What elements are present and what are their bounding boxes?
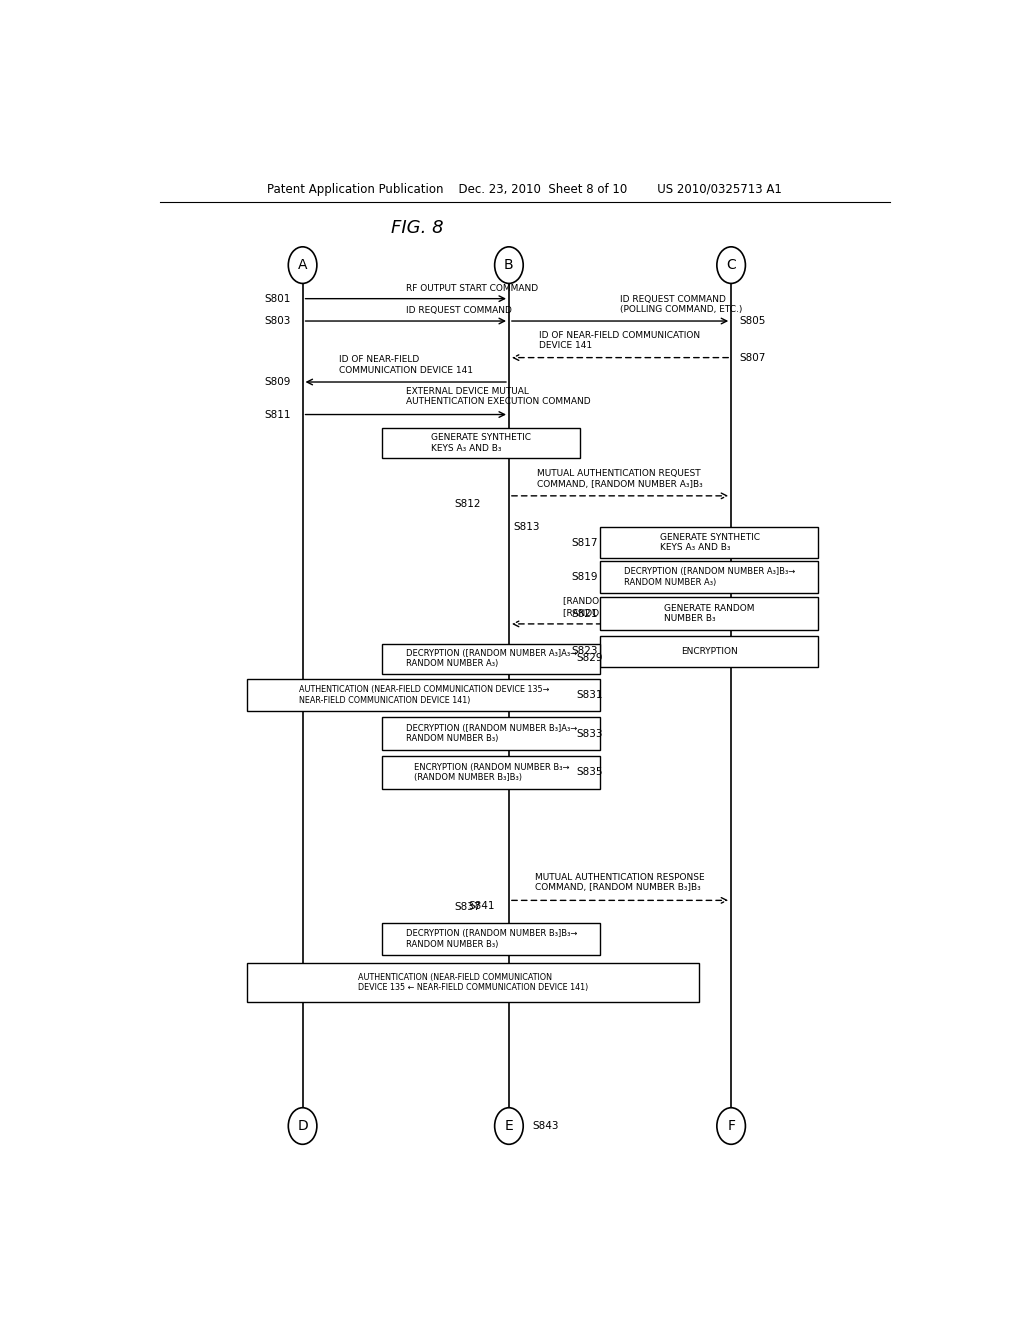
- Text: S809: S809: [264, 378, 291, 387]
- Bar: [600, 528, 818, 558]
- Text: GENERATE SYNTHETIC
KEYS A₃ AND B₃: GENERATE SYNTHETIC KEYS A₃ AND B₃: [431, 433, 531, 453]
- Text: S837: S837: [455, 903, 481, 912]
- Text: E: E: [505, 1119, 513, 1133]
- Circle shape: [717, 1107, 745, 1144]
- Text: MUTUAL AUTHENTICATION REQUEST
COMMAND, [RANDOM NUMBER A₃]B₃: MUTUAL AUTHENTICATION REQUEST COMMAND, […: [538, 470, 702, 488]
- Bar: [382, 923, 600, 956]
- Text: ID REQUEST COMMAND: ID REQUEST COMMAND: [406, 306, 512, 315]
- Text: DECRYPTION ([RANDOM NUMBER A₃]A₃→
RANDOM NUMBER A₃): DECRYPTION ([RANDOM NUMBER A₃]A₃→ RANDOM…: [406, 648, 578, 668]
- Text: ID OF NEAR-FIELD COMMUNICATION
DEVICE 141: ID OF NEAR-FIELD COMMUNICATION DEVICE 14…: [540, 331, 700, 351]
- Text: DECRYPTION ([RANDOM NUMBER B₃]A₃→
RANDOM NUMBER B₃): DECRYPTION ([RANDOM NUMBER B₃]A₃→ RANDOM…: [406, 723, 578, 743]
- Text: GENERATE SYNTHETIC
KEYS A₃ AND B₃: GENERATE SYNTHETIC KEYS A₃ AND B₃: [659, 533, 760, 552]
- Text: A: A: [298, 259, 307, 272]
- Text: ENCRYPTION (RANDOM NUMBER B₃→
(RANDOM NUMBER B₃]B₃): ENCRYPTION (RANDOM NUMBER B₃→ (RANDOM NU…: [414, 763, 569, 781]
- Text: DECRYPTION ([RANDOM NUMBER B₃]B₃→
RANDOM NUMBER B₃): DECRYPTION ([RANDOM NUMBER B₃]B₃→ RANDOM…: [406, 929, 578, 949]
- Bar: [247, 678, 600, 711]
- Text: S805: S805: [739, 315, 766, 326]
- Text: [RANDOM NUMBER A₃]A₃,
[RANDOM NUMBER B₃]A₃: [RANDOM NUMBER A₃]A₃, [RANDOM NUMBER B₃]…: [563, 598, 677, 616]
- Bar: [382, 644, 600, 673]
- Text: S833: S833: [577, 729, 602, 739]
- Text: B: B: [504, 259, 514, 272]
- Bar: [600, 636, 818, 667]
- Text: RF OUTPUT START COMMAND: RF OUTPUT START COMMAND: [406, 284, 538, 293]
- Text: ID OF NEAR-FIELD
COMMUNICATION DEVICE 141: ID OF NEAR-FIELD COMMUNICATION DEVICE 14…: [339, 355, 473, 375]
- Bar: [600, 561, 818, 594]
- Text: MUTUAL AUTHENTICATION RESPONSE
COMMAND, [RANDOM NUMBER B₃]B₃: MUTUAL AUTHENTICATION RESPONSE COMMAND, …: [536, 873, 705, 892]
- Text: S811: S811: [264, 409, 291, 420]
- Text: S813: S813: [513, 523, 540, 532]
- Text: S843: S843: [532, 1121, 559, 1131]
- Bar: [247, 964, 699, 1002]
- Text: S835: S835: [577, 767, 602, 777]
- Bar: [382, 718, 600, 750]
- Text: EXTERNAL DEVICE MUTUAL
AUTHENTICATION EXECUTION COMMAND: EXTERNAL DEVICE MUTUAL AUTHENTICATION EX…: [406, 387, 591, 407]
- Bar: [600, 598, 818, 630]
- Text: S812: S812: [455, 499, 481, 510]
- Text: S841: S841: [468, 900, 495, 911]
- Circle shape: [495, 1107, 523, 1144]
- Text: S819: S819: [571, 572, 598, 582]
- Circle shape: [495, 247, 523, 284]
- Circle shape: [289, 247, 316, 284]
- Text: AUTHENTICATION (NEAR-FIELD COMMUNICATION
DEVICE 135 ← NEAR-FIELD COMMUNICATION D: AUTHENTICATION (NEAR-FIELD COMMUNICATION…: [358, 973, 589, 993]
- Text: D: D: [297, 1119, 308, 1133]
- Text: DECRYPTION ([RANDOM NUMBER A₃]B₃→
RANDOM NUMBER A₃): DECRYPTION ([RANDOM NUMBER A₃]B₃→ RANDOM…: [624, 568, 796, 587]
- Circle shape: [717, 247, 745, 284]
- Circle shape: [289, 1107, 316, 1144]
- Text: ID REQUEST COMMAND
(POLLING COMMAND, ETC.): ID REQUEST COMMAND (POLLING COMMAND, ETC…: [620, 294, 742, 314]
- Text: S829: S829: [577, 653, 602, 664]
- Text: AUTHENTICATION (NEAR-FIELD COMMUNICATION DEVICE 135→
NEAR-FIELD COMMUNICATION DE: AUTHENTICATION (NEAR-FIELD COMMUNICATION…: [299, 685, 549, 705]
- Bar: [382, 428, 581, 458]
- Text: S821: S821: [571, 609, 598, 619]
- Text: GENERATE RANDOM
NUMBER B₃: GENERATE RANDOM NUMBER B₃: [665, 605, 755, 623]
- Text: ENCRYPTION: ENCRYPTION: [681, 647, 738, 656]
- Text: S825: S825: [739, 619, 766, 628]
- Text: Patent Application Publication    Dec. 23, 2010  Sheet 8 of 10        US 2010/03: Patent Application Publication Dec. 23, …: [267, 183, 782, 197]
- Text: C: C: [726, 259, 736, 272]
- Text: S831: S831: [577, 690, 602, 700]
- Text: S823: S823: [571, 647, 598, 656]
- Text: S803: S803: [264, 315, 291, 326]
- Text: S807: S807: [739, 352, 766, 363]
- Text: FIG. 8: FIG. 8: [391, 219, 444, 236]
- Text: S817: S817: [571, 537, 598, 548]
- Bar: [382, 756, 600, 788]
- Text: F: F: [727, 1119, 735, 1133]
- Text: S801: S801: [264, 293, 291, 304]
